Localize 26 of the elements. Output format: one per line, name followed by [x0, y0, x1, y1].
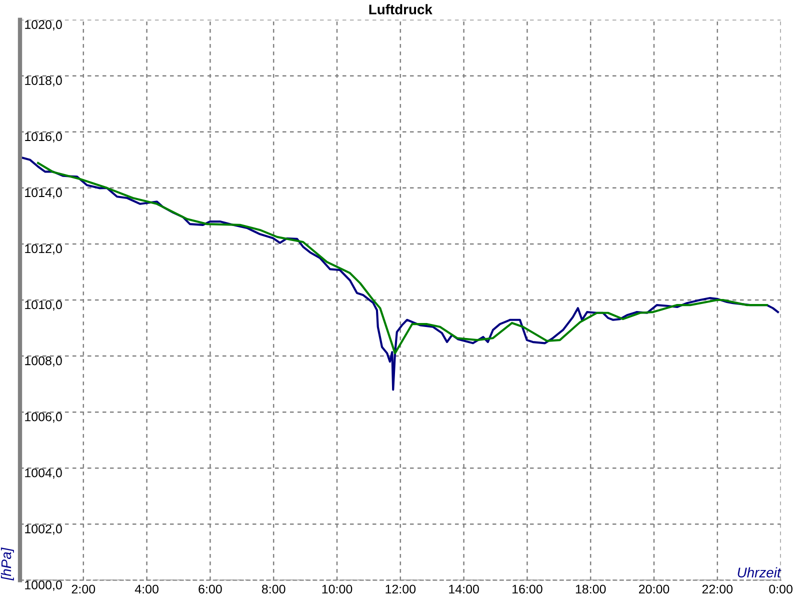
- y-tick-label: 1008,0: [25, 356, 62, 367]
- x-tick-label: 20:00: [638, 584, 670, 594]
- y-tick-label: 1012,0: [25, 244, 62, 255]
- x-axis-title: Uhrzeit: [738, 567, 782, 578]
- y-tick-label: 1002,0: [25, 524, 62, 535]
- x-tick-label: 12:00: [386, 584, 416, 594]
- y-tick-label: 1014,0: [25, 188, 62, 199]
- x-tick-label: 8:00: [262, 584, 286, 594]
- x-tick-label: 22:00: [702, 584, 733, 594]
- x-tick-label: 16:00: [512, 584, 542, 594]
- y-tick-label: 1000,0: [25, 580, 62, 591]
- x-tick-label: 2:00: [72, 584, 96, 594]
- y-axis-title: [hPa]: [0, 548, 14, 580]
- y-tick-label: 1004,0: [25, 468, 62, 479]
- x-tick-label: 4:00: [134, 584, 158, 594]
- y-tick-label: 1016,0: [25, 132, 62, 143]
- x-tick-label: 0:00: [769, 584, 792, 594]
- y-tick-label: 1018,0: [25, 76, 62, 86]
- y-tick-label: 1006,0: [25, 412, 62, 423]
- x-tick-label: 18:00: [576, 584, 606, 594]
- x-tick-label: 10:00: [322, 584, 352, 594]
- x-tick-label: 14:00: [449, 584, 479, 594]
- chart-title: Luftdruck: [369, 4, 432, 14]
- x-tick-label: 6:00: [198, 584, 222, 594]
- y-tick-label: 1020,0: [25, 20, 62, 30]
- y-tick-label: 1010,0: [25, 300, 62, 311]
